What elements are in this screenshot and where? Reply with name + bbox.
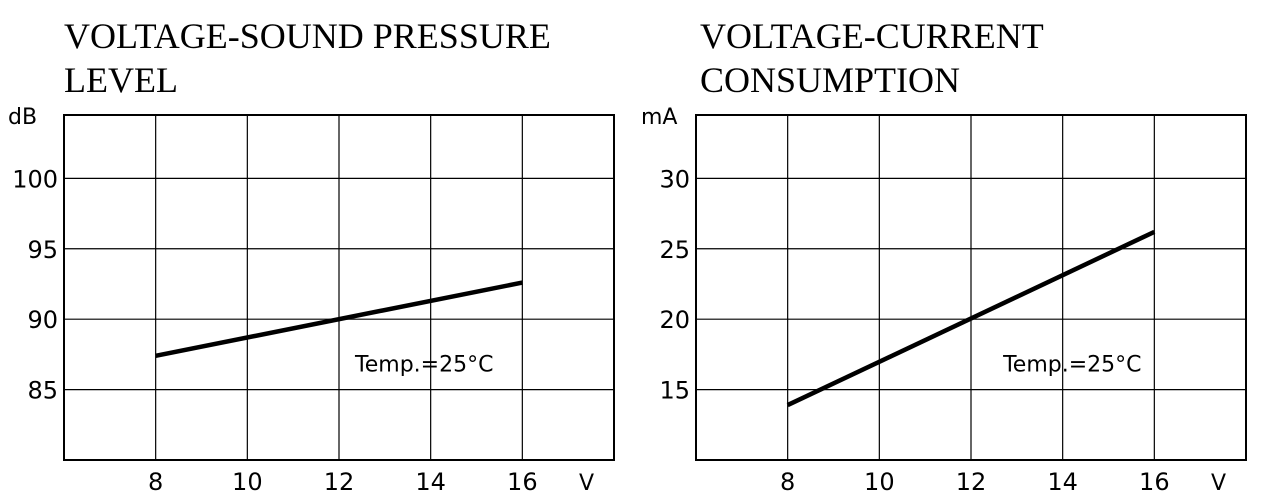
chart-title-line-2: LEVEL (64, 60, 178, 100)
y-unit-label: mA (641, 105, 677, 130)
x-unit-label: V (1211, 471, 1226, 495)
chart-title-line-1: VOLTAGE-SOUND PRESSURE (64, 16, 551, 56)
chart-current-consumption: VOLTAGE-CURRENT CONSUMPTION mA 30252015 … (641, 16, 1247, 495)
temperature-annotation: Temp.=25°C (1002, 352, 1141, 377)
gridlines (696, 115, 1246, 460)
x-tick-label: 12 (324, 468, 355, 495)
temperature-annotation: Temp.=25°C (354, 352, 493, 377)
y-tick-label: 85 (27, 377, 58, 405)
x-tick-label: 8 (148, 468, 163, 495)
y-tick-label: 100 (12, 165, 58, 193)
series-line-0 (155, 280, 523, 359)
chart-sound-pressure: VOLTAGE-SOUND PRESSURE LEVEL dB 100 95 90 8… (8, 16, 615, 495)
y-unit-label: dB (8, 105, 37, 130)
y-tick-label: 30 (659, 165, 690, 193)
chart-title-line-1: VOLTAGE-CURRENT (700, 16, 1044, 56)
plot-frame (63, 114, 615, 461)
y-tick-labels: 100 95 90 85 (12, 165, 58, 404)
x-tick-label: 14 (415, 468, 446, 495)
chart-title-line-2: CONSUMPTION (700, 60, 960, 100)
x-tick-label: 14 (1047, 468, 1078, 495)
y-tick-label: 95 (27, 236, 58, 264)
x-tick-labels: 8 10 12 14 16 (780, 468, 1170, 495)
gridlines (64, 115, 614, 460)
plot-frame (695, 114, 1247, 461)
y-tick-label: 90 (27, 306, 58, 334)
x-tick-label: 10 (232, 468, 263, 495)
series-layer (155, 280, 523, 359)
y-tick-label: 15 (659, 377, 690, 405)
x-unit-label: V (579, 471, 594, 495)
y-tick-label: 25 (659, 236, 690, 264)
x-tick-label: 8 (780, 468, 795, 495)
y-tick-label: 20 (659, 306, 690, 334)
x-tick-label: 10 (864, 468, 895, 495)
x-tick-label: 12 (956, 468, 987, 495)
x-tick-labels: 8 10 12 14 16 (148, 468, 538, 495)
x-tick-label: 16 (1139, 468, 1170, 495)
x-tick-label: 16 (507, 468, 538, 495)
series-line-0 (786, 229, 1156, 408)
y-tick-labels: 30 25 20 15 (659, 165, 690, 404)
series-layer (786, 229, 1156, 408)
